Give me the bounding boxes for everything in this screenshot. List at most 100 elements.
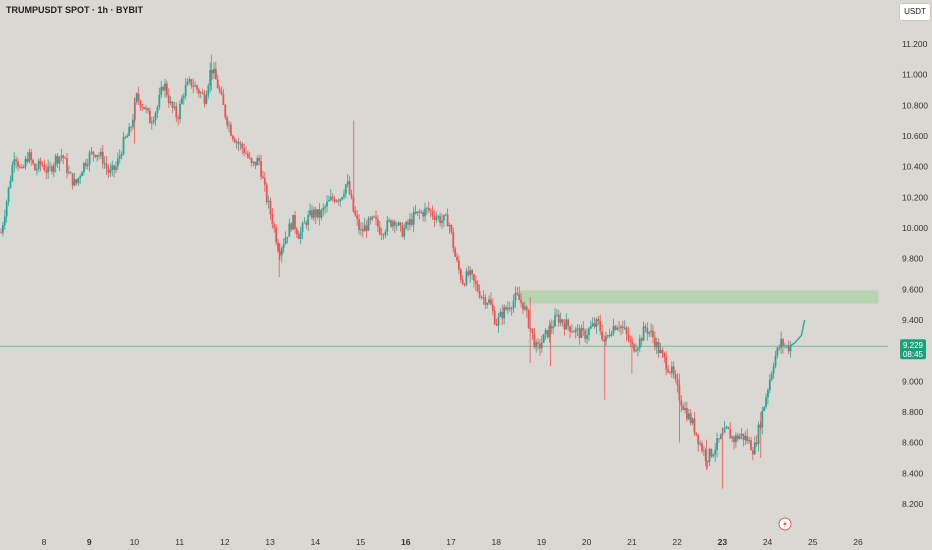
candle-body — [461, 279, 464, 285]
event-marker-layer — [778, 517, 792, 531]
candle-body — [740, 433, 743, 436]
candle-body — [280, 248, 283, 256]
candle-body — [111, 165, 114, 170]
candle-body — [73, 179, 76, 186]
candle-body — [30, 152, 33, 160]
candle-body — [591, 323, 594, 327]
candle-body — [344, 184, 347, 194]
candle-body — [216, 79, 219, 89]
candle-body — [288, 223, 291, 237]
candle-body — [488, 299, 490, 304]
candle-body — [742, 433, 745, 440]
candle-body — [243, 148, 246, 154]
candle-body — [787, 345, 790, 352]
candle-body — [693, 418, 696, 433]
candle-body — [113, 165, 115, 170]
candle-body — [141, 107, 144, 108]
candle-body — [307, 215, 310, 225]
candle-body — [527, 310, 530, 328]
candle-body — [508, 307, 511, 310]
candle-body — [422, 211, 425, 217]
candle-body — [329, 196, 332, 201]
candle-body — [9, 180, 12, 188]
candle-body — [604, 336, 607, 342]
candle-body — [557, 314, 560, 323]
candle-body — [621, 326, 624, 329]
candle-body — [350, 193, 353, 198]
candle-body — [380, 234, 383, 236]
current-price-label: 9.229 — [903, 341, 924, 350]
candle-body — [173, 106, 176, 108]
candle-body — [295, 228, 298, 235]
candle-body — [64, 158, 67, 159]
candle-body — [776, 347, 779, 356]
candle-body — [239, 143, 242, 145]
y-tick-label: 9.000 — [902, 376, 924, 386]
candle-body — [767, 390, 769, 398]
candle-body — [39, 160, 42, 165]
candle-body — [128, 127, 131, 136]
candle-body — [467, 271, 470, 276]
candle-body — [691, 418, 694, 424]
symbol-title[interactable]: TRUMPUSDT SPOT · 1h · BYBIT — [6, 5, 143, 15]
candle-body — [701, 443, 703, 451]
candle-body — [512, 300, 515, 309]
candle-body — [603, 339, 605, 342]
candle-body — [275, 227, 278, 243]
candle-body — [7, 187, 10, 202]
candle-body — [98, 155, 100, 156]
candle-body — [260, 160, 262, 177]
candle-body — [546, 330, 549, 338]
candle-body — [757, 424, 760, 445]
candle-body — [727, 426, 730, 430]
x-tick-label: 18 — [491, 537, 501, 547]
candle-body — [209, 70, 212, 86]
candle-body — [388, 220, 391, 222]
candle-body — [561, 319, 564, 324]
candle-body — [181, 97, 183, 104]
candle-body — [165, 83, 168, 96]
live-price-line — [787, 319, 806, 349]
candle-body — [433, 215, 436, 220]
candle-body — [702, 450, 705, 452]
candle-body — [190, 79, 193, 86]
candle-body — [207, 85, 210, 96]
x-tick-label: 11 — [175, 537, 184, 547]
candle-body — [589, 326, 592, 329]
x-tick-label: 17 — [446, 537, 456, 547]
candle-body — [635, 350, 637, 352]
candle-body — [75, 179, 78, 184]
candle-body — [503, 307, 506, 319]
candle-body — [303, 222, 306, 224]
candle-body — [416, 211, 419, 214]
candle-body — [469, 270, 472, 276]
candle-body — [301, 223, 304, 233]
currency-button[interactable]: USDT — [899, 3, 931, 21]
candle-body — [326, 201, 328, 207]
candle-body — [444, 214, 447, 216]
candle-body — [297, 234, 300, 239]
candle-body — [399, 222, 402, 226]
candle-body — [354, 211, 357, 216]
candle-body — [56, 155, 59, 164]
y-tick-label: 8.600 — [902, 438, 924, 448]
candle-body — [124, 136, 127, 138]
candle-body — [316, 209, 319, 217]
candle-body — [222, 94, 225, 105]
candle-body — [211, 70, 213, 74]
candle-body — [137, 93, 140, 101]
x-tick-label: 20 — [582, 537, 592, 547]
candle-body — [531, 328, 534, 333]
candle-body — [235, 141, 238, 143]
candle-body — [761, 410, 764, 428]
candle-body — [179, 103, 181, 120]
candle-body — [284, 237, 287, 244]
candle-body — [373, 216, 376, 218]
candle-body — [69, 172, 72, 174]
candle-body — [395, 225, 398, 226]
candle-body — [367, 218, 370, 231]
candle-body — [751, 450, 754, 455]
candle-body — [684, 408, 686, 410]
